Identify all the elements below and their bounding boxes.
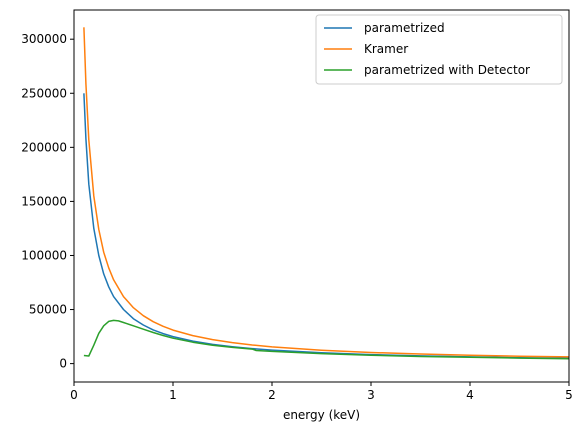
legend-items: parametrized Kramer parametrized with Dete… xyxy=(324,21,530,77)
series-line-3 xyxy=(83,319,569,360)
x-tick-label: 1 xyxy=(169,388,177,402)
x-tick-label: 5 xyxy=(565,388,573,402)
y-tick-label: 100000 xyxy=(21,248,67,262)
x-axis: 0 1 2 3 4 5 xyxy=(70,382,573,402)
x-tick-label: 0 xyxy=(70,388,78,402)
legend-label-3: parametrized with Detector xyxy=(364,63,530,77)
series-layer xyxy=(83,27,569,360)
x-tick-label: 2 xyxy=(268,388,276,402)
legend-box xyxy=(315,14,563,85)
plot-area xyxy=(73,9,570,383)
y-tick-label: 0 xyxy=(59,357,67,371)
axes-frame xyxy=(73,9,570,383)
legend-label-2: Kramer xyxy=(364,42,408,56)
x-tick-label: 3 xyxy=(367,388,375,402)
y-tick-label: 200000 xyxy=(21,140,67,154)
y-tick-label: 50000 xyxy=(29,303,67,317)
x-tick-label: 4 xyxy=(466,388,474,402)
series-line-2 xyxy=(83,27,569,358)
y-tick-label: 150000 xyxy=(21,194,67,208)
x-axis-label: energy (keV) xyxy=(283,408,360,422)
y-tick-label: 250000 xyxy=(21,86,67,100)
y-tick-label: 300000 xyxy=(21,32,67,46)
legend-label-1: parametrized xyxy=(364,21,445,35)
y-axis: 0 50000 100000 150000 200000 250000 300000 xyxy=(21,32,74,371)
legend: parametrized Kramer parametrized with Dete… xyxy=(315,14,563,85)
